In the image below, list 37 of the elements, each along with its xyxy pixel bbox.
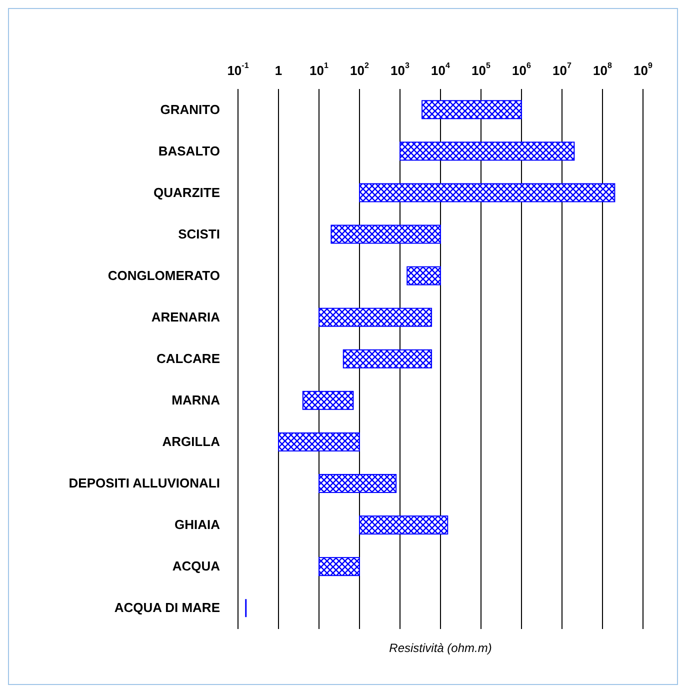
- y-tick-label: ACQUA: [172, 558, 221, 574]
- bar: [359, 183, 616, 202]
- y-tick-label: MARNA: [172, 392, 221, 408]
- bar: [342, 349, 432, 368]
- bar: [422, 100, 522, 120]
- bar: [406, 266, 441, 286]
- y-tick-label: GRANITO: [160, 102, 220, 117]
- y-tick-label: SCISTI: [178, 226, 220, 242]
- bar: [400, 142, 575, 161]
- bar: [359, 516, 448, 535]
- bar: [318, 557, 360, 576]
- x-tick-label: 10$^{6}$: [512, 60, 532, 78]
- x-tick-label: 10$^{2}$: [350, 60, 370, 78]
- y-tick-label: DEPOSITI ALLUVIONALI: [68, 476, 220, 491]
- bar: [278, 432, 360, 452]
- y-tick-label: QUARZITE: [154, 184, 220, 200]
- x-tick-label: 10$^{1}$: [310, 60, 330, 78]
- x-tick-label: 10$^{3}$: [390, 60, 410, 78]
- bar: [302, 390, 354, 410]
- y-tick-label: CALCARE: [156, 351, 220, 366]
- x-tick-label: 10$^{4}$: [431, 60, 451, 78]
- y-tick-label: ARENARIA: [151, 309, 221, 324]
- bar: [330, 224, 441, 244]
- y-tick-label: ACQUA DI MARE: [114, 600, 220, 616]
- x-tick-label: 10$^{5}$: [472, 60, 492, 78]
- bar: [318, 474, 397, 493]
- bar: [318, 308, 432, 327]
- x-tick-label: 1: [274, 63, 282, 78]
- x-tick-label: 10$^{8}$: [593, 60, 613, 78]
- y-tick-label: ARGILLA: [162, 434, 221, 450]
- y-tick-label: GHIAIA: [174, 517, 221, 532]
- y-tick-label: BASALTO: [158, 143, 220, 158]
- y-tick-label: CONGLOMERATO: [108, 268, 220, 283]
- x-axis-title: Resistività (ohm.m): [388, 641, 493, 655]
- x-tick-label: 10$^{7}$: [552, 60, 572, 78]
- x-tick-label: 10$^{-1}$: [227, 60, 250, 78]
- x-tick-label: 10$^{9}$: [634, 60, 654, 78]
